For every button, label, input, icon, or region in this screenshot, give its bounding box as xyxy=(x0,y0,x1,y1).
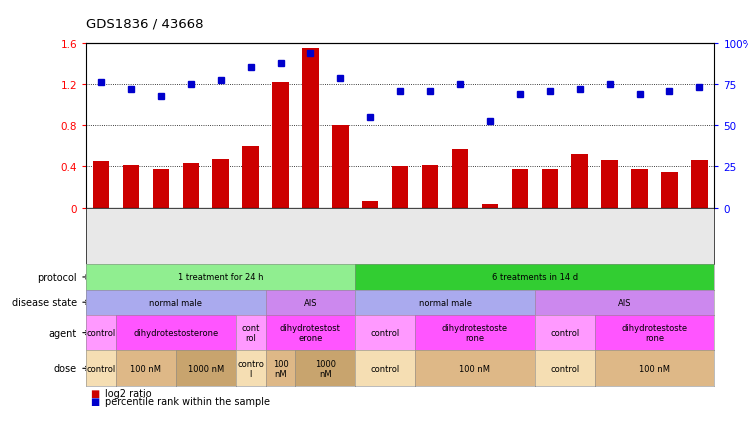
Text: GSM88431: GSM88431 xyxy=(391,211,400,256)
Text: dihydrotestosterone: dihydrotestosterone xyxy=(133,329,218,337)
Bar xyxy=(661,172,678,208)
Text: GSM88425: GSM88425 xyxy=(631,211,640,256)
Text: GSM88436: GSM88436 xyxy=(421,211,430,257)
Text: 6 treatments in 14 d: 6 treatments in 14 d xyxy=(491,273,578,282)
Text: normal male: normal male xyxy=(150,298,202,307)
Text: contro
l: contro l xyxy=(237,359,264,378)
Text: 100
nM: 100 nM xyxy=(272,359,289,378)
Bar xyxy=(302,49,319,208)
Text: ■: ■ xyxy=(90,388,99,398)
Text: GSM88422: GSM88422 xyxy=(152,211,161,256)
Bar xyxy=(691,161,708,208)
Bar xyxy=(601,161,618,208)
Bar xyxy=(362,201,378,208)
Text: GSM88432: GSM88432 xyxy=(481,211,490,256)
Bar xyxy=(242,147,259,208)
Text: normal male: normal male xyxy=(419,298,471,307)
Text: GSM88430: GSM88430 xyxy=(571,211,580,256)
Bar xyxy=(452,150,468,208)
Text: dihydrotestoste
rone: dihydrotestoste rone xyxy=(442,324,508,342)
Bar xyxy=(123,166,139,208)
Text: dihydrotestost
erone: dihydrotestost erone xyxy=(280,324,341,342)
Text: 100 nM: 100 nM xyxy=(130,364,162,373)
Text: GSM88427: GSM88427 xyxy=(541,211,550,256)
Bar xyxy=(422,166,438,208)
Text: 1 treatment for 24 h: 1 treatment for 24 h xyxy=(178,273,263,282)
Text: GDS1836 / 43668: GDS1836 / 43668 xyxy=(86,17,203,30)
Bar xyxy=(272,82,289,208)
Bar xyxy=(212,160,229,208)
Text: AIS: AIS xyxy=(618,298,631,307)
Text: control: control xyxy=(86,329,116,337)
Bar xyxy=(93,162,109,208)
Bar xyxy=(631,169,648,208)
Bar xyxy=(482,204,498,208)
Text: 100 nM: 100 nM xyxy=(639,364,670,373)
Text: log2 ratio: log2 ratio xyxy=(105,388,151,398)
Text: control: control xyxy=(550,364,580,373)
Text: GSM88442: GSM88442 xyxy=(122,211,131,256)
Text: GSM88434: GSM88434 xyxy=(511,211,520,256)
Bar xyxy=(512,169,528,208)
Bar xyxy=(542,169,558,208)
Bar xyxy=(153,169,169,208)
Text: GSM88435: GSM88435 xyxy=(301,211,310,256)
Bar xyxy=(392,167,408,208)
Bar xyxy=(571,155,588,208)
Text: 100 nM: 100 nM xyxy=(459,364,491,373)
Text: percentile rank within the sample: percentile rank within the sample xyxy=(105,396,270,405)
Bar xyxy=(332,126,349,208)
Text: AIS: AIS xyxy=(304,298,317,307)
Text: GSM88423: GSM88423 xyxy=(212,211,221,256)
Text: 1000
nM: 1000 nM xyxy=(315,359,336,378)
Text: dose: dose xyxy=(54,364,77,373)
Text: control: control xyxy=(550,329,580,337)
Text: GSM88437: GSM88437 xyxy=(601,211,610,257)
Text: ■: ■ xyxy=(90,396,99,405)
Text: 1000 nM: 1000 nM xyxy=(188,364,224,373)
Text: control: control xyxy=(370,364,400,373)
Text: control: control xyxy=(86,364,116,373)
Text: control: control xyxy=(370,329,400,337)
Text: GSM88439: GSM88439 xyxy=(331,211,340,256)
Bar xyxy=(183,164,199,208)
Text: GSM88433: GSM88433 xyxy=(690,211,699,257)
Text: GSM88424: GSM88424 xyxy=(361,211,370,256)
Text: protocol: protocol xyxy=(37,273,77,282)
Text: GSM88438: GSM88438 xyxy=(182,211,191,257)
Text: dihydrotestoste
rone: dihydrotestoste rone xyxy=(622,324,687,342)
Text: GSM88428: GSM88428 xyxy=(660,211,669,256)
Text: agent: agent xyxy=(49,328,77,338)
Text: cont
rol: cont rol xyxy=(242,324,260,342)
Text: GSM88426: GSM88426 xyxy=(451,211,460,256)
Text: disease state: disease state xyxy=(12,298,77,307)
Text: GSM88441: GSM88441 xyxy=(242,211,251,256)
Text: GSM88440: GSM88440 xyxy=(92,211,101,256)
Text: GSM88429: GSM88429 xyxy=(272,211,280,256)
